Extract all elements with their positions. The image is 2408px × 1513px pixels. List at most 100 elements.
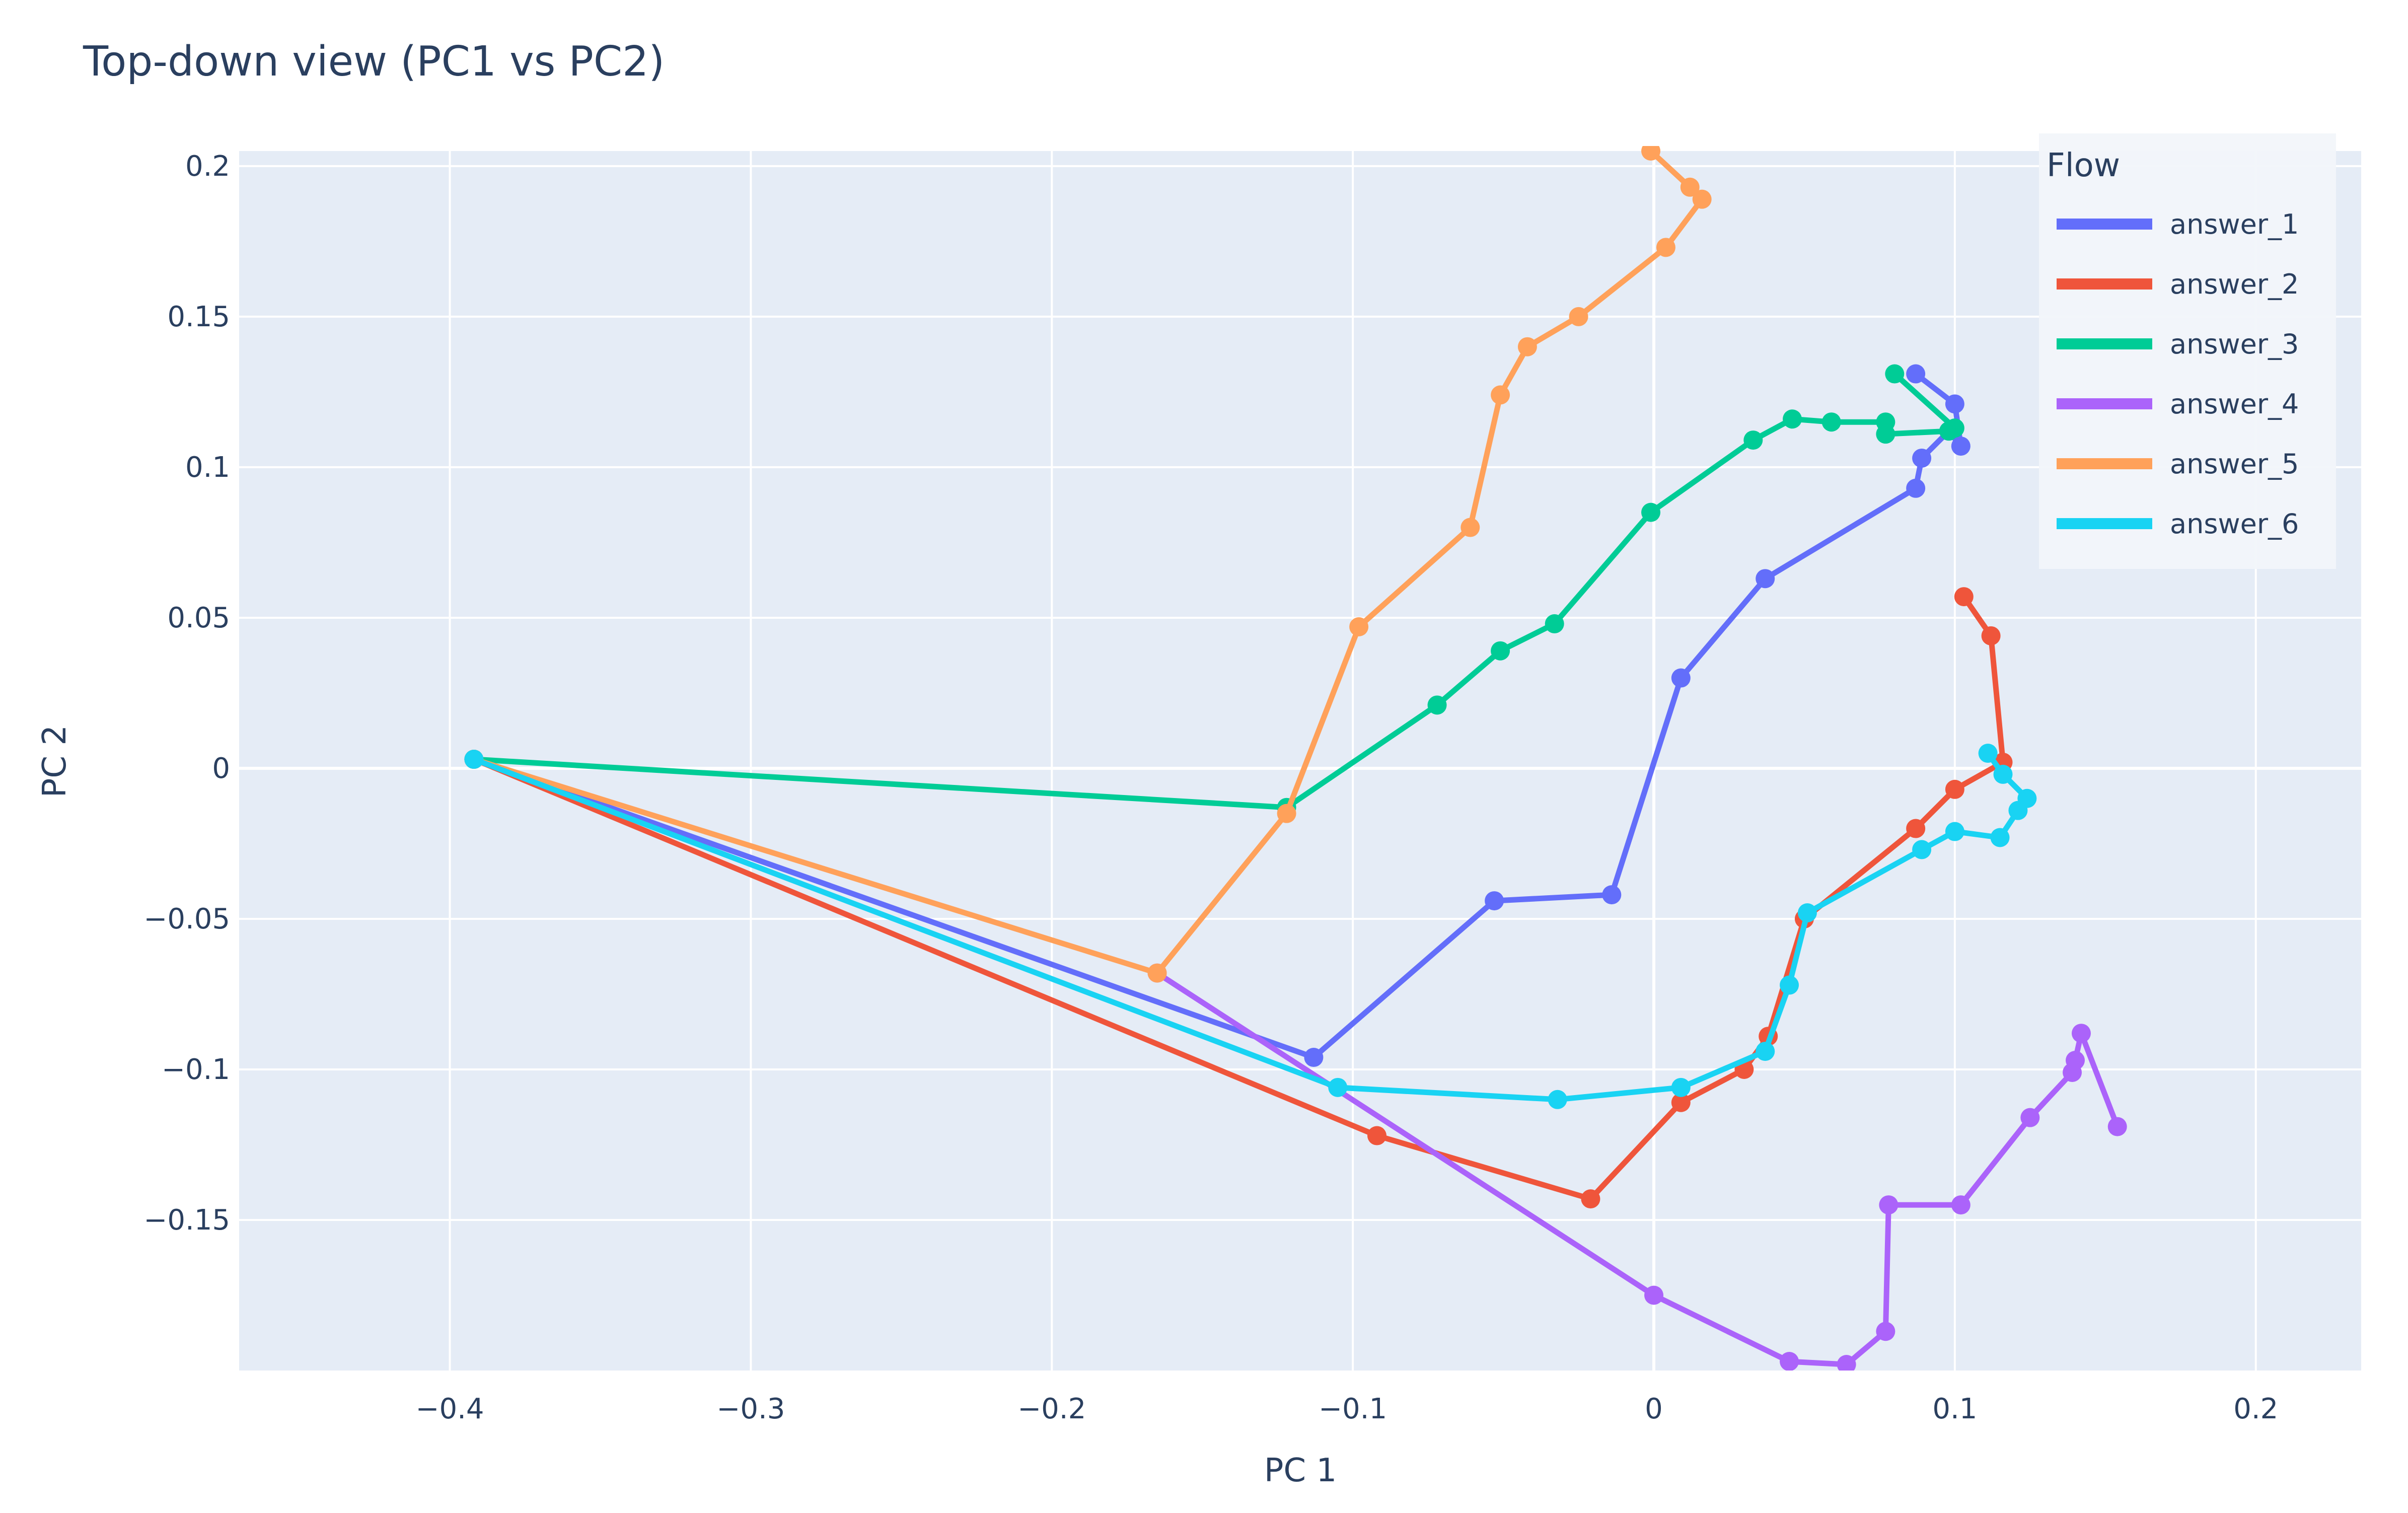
data-point <box>1978 744 1998 763</box>
data-point <box>1367 1126 1387 1145</box>
series-answer_4 <box>1147 963 2127 1371</box>
legend-item[interactable]: answer_5 <box>2057 448 2299 480</box>
legend: Flow answer_1 answer_2 answer_3 answer_4ans… <box>2039 133 2336 569</box>
data-point <box>1671 668 1691 688</box>
data-point <box>1912 448 1932 468</box>
data-point <box>1461 518 1480 537</box>
data-point <box>1756 1042 1775 1061</box>
data-point <box>1545 614 1564 633</box>
series-layer <box>464 146 2127 1371</box>
grid <box>239 151 2361 1371</box>
legend-label: answer_4 <box>2170 388 2299 420</box>
data-point <box>1951 1195 1971 1215</box>
data-point <box>2071 1024 2091 1043</box>
legend-label: answer_6 <box>2170 508 2299 540</box>
data-point <box>1906 364 1926 384</box>
data-point <box>1885 364 1905 384</box>
legend-label: answer_3 <box>2170 328 2299 360</box>
legend-item[interactable]: answer_3 <box>2057 328 2299 360</box>
data-point <box>1954 587 1974 607</box>
legend-items: answer_1 answer_2 answer_3 answer_4 answer_5… <box>2057 208 2299 540</box>
data-point <box>1656 238 1675 257</box>
data-point <box>1328 1077 1348 1097</box>
y-tick-label: −0.05 <box>143 903 230 935</box>
data-point <box>464 750 484 769</box>
y-tick-label: 0.1 <box>185 451 230 484</box>
data-point <box>1945 418 1964 438</box>
data-point <box>1879 1195 1899 1215</box>
data-point <box>1485 891 1504 911</box>
data-point <box>2017 788 2037 808</box>
data-point <box>1821 412 1841 432</box>
data-point <box>1797 903 1817 923</box>
x-axis-ticks: −0.4 −0.3 −0.2 −0.1 0 0.1 0.2 <box>416 1393 2279 1425</box>
data-point <box>1491 641 1510 661</box>
y-axis-ticks: 0.2 0.15 0.1 0.05 0 −0.05 −0.1 −0.15 <box>143 150 230 1237</box>
data-point <box>1780 1352 1799 1371</box>
legend-item[interactable]: answer_2 <box>2057 268 2299 300</box>
legend-background <box>2039 133 2336 569</box>
data-point <box>1756 569 1775 589</box>
series-answer_6 <box>464 744 2037 1109</box>
data-point <box>1780 975 1799 995</box>
data-point <box>1993 764 2013 784</box>
data-point <box>1602 885 1622 905</box>
data-point <box>1912 840 1932 859</box>
legend-item[interactable]: answer_6 <box>2057 508 2299 540</box>
series-answer_3 <box>464 364 1964 817</box>
data-point <box>1945 779 1964 799</box>
y-tick-label: −0.1 <box>162 1053 230 1086</box>
x-tick-label: −0.3 <box>716 1393 785 1425</box>
data-point <box>2107 1117 2127 1136</box>
data-point <box>2020 1108 2040 1127</box>
data-point <box>1671 1077 1691 1097</box>
data-point <box>1680 177 1700 197</box>
chart-title: Top-down view (PC1 vs PC2) <box>83 38 665 86</box>
data-point <box>1641 502 1661 522</box>
x-tick-label: −0.2 <box>1017 1393 1086 1425</box>
y-tick-label: 0.05 <box>167 602 230 634</box>
data-point <box>1147 963 1167 983</box>
data-point <box>1641 146 1661 161</box>
data-point <box>1548 1090 1567 1109</box>
data-point <box>1644 1285 1663 1305</box>
legend-label: answer_5 <box>2170 448 2299 480</box>
data-point <box>1517 337 1537 356</box>
data-point <box>1569 307 1588 326</box>
data-point <box>1990 828 2010 847</box>
y-tick-label: 0.15 <box>167 301 230 333</box>
data-point <box>1692 189 1712 209</box>
x-axis-title: PC 1 <box>1264 1452 1337 1489</box>
y-tick-label: 0.2 <box>185 150 230 183</box>
data-point <box>1783 409 1802 429</box>
x-tick-label: 0 <box>1645 1393 1663 1425</box>
data-point <box>1837 1355 1856 1371</box>
legend-label: answer_1 <box>2170 208 2299 240</box>
legend-label: answer_2 <box>2170 268 2299 300</box>
data-point <box>1277 804 1296 823</box>
series-answer_1 <box>464 364 1971 1067</box>
data-point <box>1876 424 1895 444</box>
y-tick-label: 0 <box>212 752 230 785</box>
x-tick-label: 0.2 <box>2233 1393 2278 1425</box>
data-point <box>1945 394 1964 414</box>
data-point <box>1491 385 1510 405</box>
legend-title: Flow <box>2047 147 2120 184</box>
data-point <box>1906 478 1926 498</box>
data-point <box>1304 1048 1324 1067</box>
data-point <box>1349 617 1369 636</box>
data-point <box>1906 819 1926 838</box>
legend-item[interactable]: answer_4 <box>2057 388 2299 420</box>
data-point <box>1427 695 1447 715</box>
series-line <box>471 371 1958 811</box>
data-point <box>1671 1093 1691 1112</box>
x-tick-label: −0.1 <box>1319 1393 1387 1425</box>
data-point <box>1981 626 2001 645</box>
y-tick-label: −0.15 <box>143 1204 230 1237</box>
data-point <box>1945 822 1964 841</box>
legend-item[interactable]: answer_1 <box>2057 208 2299 240</box>
data-point <box>1876 1322 1895 1341</box>
data-point <box>1581 1189 1600 1209</box>
